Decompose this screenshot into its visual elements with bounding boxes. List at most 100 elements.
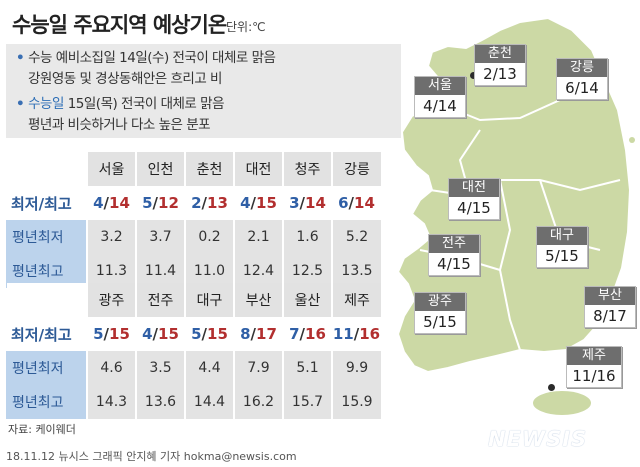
map-label-temp: 2/13 bbox=[483, 65, 517, 83]
avg-min-cell: 9.9 bbox=[331, 351, 381, 385]
city-name: 광주 bbox=[86, 283, 136, 317]
avg-min-cell: 5.1 bbox=[282, 351, 332, 385]
row-label-avg-max: 평년최고 bbox=[6, 385, 87, 419]
header-blank bbox=[7, 283, 87, 317]
bullet-icon: • bbox=[16, 50, 25, 66]
note-2-text: 15일(목) 전국이 대체로 맑음 bbox=[63, 96, 225, 112]
city-name: 대구 bbox=[184, 283, 234, 317]
map-label-gwangju: 광주 5/15 bbox=[414, 292, 466, 334]
avg-max-cell: 12.4 bbox=[233, 254, 283, 288]
newsis-logo: NEWSIS bbox=[488, 427, 588, 451]
map-label-temp: 4/15 bbox=[437, 255, 471, 273]
avg-max-cell: 11.3 bbox=[86, 254, 136, 288]
minmax-cell: 6/14 bbox=[338, 194, 375, 212]
map-label-name: 서울 bbox=[415, 77, 465, 95]
minmax-row: 최저/최고 4/14 5/12 2/13 4/15 3/14 6/14 bbox=[7, 186, 381, 220]
row-label-minmax: 최저/최고 bbox=[11, 325, 72, 344]
credit-line: 18.11.12 뉴시스 그래픽 안지혜 기자 hokma@newsis.com bbox=[6, 450, 297, 463]
map-label-name: 전주 bbox=[429, 235, 479, 253]
city-header-row: 광주 전주 대구 부산 울산 제주 bbox=[7, 283, 381, 317]
avg-min-cell: 4.4 bbox=[184, 351, 234, 385]
row-label-avg-min: 평년최저 bbox=[6, 351, 87, 385]
map-label-temp: 8/17 bbox=[593, 307, 627, 325]
avg-max-cell: 15.9 bbox=[331, 385, 381, 419]
city-name: 인천 bbox=[135, 152, 185, 186]
avg-min-cell: 3.5 bbox=[135, 351, 185, 385]
avg-max-cell: 13.6 bbox=[135, 385, 185, 419]
map-label-name: 제주 bbox=[567, 347, 621, 365]
temp-table-2: 광주 전주 대구 부산 울산 제주 최저/최고 5/15 4/15 5/15 8… bbox=[6, 283, 381, 419]
city-name: 부산 bbox=[233, 283, 283, 317]
map-label-daejeon: 대전 4/15 bbox=[448, 178, 500, 220]
minmax-cell: 4/15 bbox=[240, 194, 277, 212]
map-label-jeonju: 전주 4/15 bbox=[428, 234, 480, 276]
avg-min-cell: 2.1 bbox=[233, 220, 283, 254]
minmax-cell: 11/16 bbox=[332, 325, 381, 343]
data-source: 자료: 케이웨더 bbox=[8, 423, 76, 436]
avg-max-row: 평년최고 11.3 11.4 11.0 12.4 12.5 13.5 bbox=[6, 254, 381, 288]
city-name: 청주 bbox=[282, 152, 332, 186]
note-1: • 수능 예비소집일 14일(수) 전국이 대체로 맑음 강원영동 및 경상동해안… bbox=[16, 48, 276, 90]
map-label-name: 춘천 bbox=[475, 45, 525, 63]
avg-max-cell: 16.2 bbox=[233, 385, 283, 419]
map-label-name: 광주 bbox=[415, 293, 465, 311]
note-2-line2: 평년과 비슷하거나 다소 높은 분포 bbox=[28, 117, 211, 133]
unit-label: 단위:℃ bbox=[226, 20, 266, 34]
city-name: 전주 bbox=[135, 283, 185, 317]
avg-min-cell: 0.2 bbox=[184, 220, 234, 254]
jeju-island bbox=[531, 389, 593, 417]
row-label-avg-min: 평년최저 bbox=[6, 220, 87, 254]
minmax-cell: 4/15 bbox=[142, 325, 179, 343]
map-label-gangneung: 강릉 6/14 bbox=[556, 58, 608, 100]
note-2-label: 수능일 bbox=[28, 96, 64, 112]
avg-min-cell: 7.9 bbox=[233, 351, 283, 385]
map-label-temp: 5/15 bbox=[423, 313, 457, 331]
city-name: 춘천 bbox=[184, 152, 234, 186]
avg-min-cell: 5.2 bbox=[331, 220, 381, 254]
avg-max-cell: 11.0 bbox=[184, 254, 234, 288]
bullet-icon: • bbox=[16, 96, 25, 112]
minmax-cell: 3/14 bbox=[289, 194, 326, 212]
note-1-label: 수능 예비소집일 bbox=[28, 50, 116, 66]
city-header-row: 서울 인천 춘천 대전 청주 강릉 bbox=[7, 152, 381, 186]
temp-table-1: 서울 인천 춘천 대전 청주 강릉 최저/최고 4/14 5/12 2/13 4… bbox=[6, 152, 381, 288]
city-name: 울산 bbox=[282, 283, 332, 317]
map-label-temp: 5/15 bbox=[545, 247, 579, 265]
map-label-seoul: 서울 4/14 bbox=[414, 76, 466, 118]
avg-min-cell: 1.6 bbox=[282, 220, 332, 254]
avg-max-cell: 11.4 bbox=[135, 254, 185, 288]
note-1-text: 14일(수) 전국이 대체로 맑음 bbox=[115, 50, 276, 66]
minmax-cell: 4/14 bbox=[93, 194, 130, 212]
minmax-cell: 5/12 bbox=[142, 194, 179, 212]
avg-max-row: 평년최고 14.3 13.6 14.4 16.2 15.7 15.9 bbox=[6, 385, 381, 419]
minmax-cell: 7/16 bbox=[289, 325, 326, 343]
note-1-line2: 강원영동 및 경상동해안은 흐리고 비 bbox=[28, 71, 222, 87]
avg-min-cell: 3.7 bbox=[135, 220, 185, 254]
map-label-busan: 부산 8/17 bbox=[584, 286, 636, 328]
minmax-row: 최저/최고 5/15 4/15 5/15 8/17 7/16 11/16 bbox=[7, 317, 381, 351]
row-label-minmax: 최저/최고 bbox=[11, 194, 72, 213]
avg-min-cell: 3.2 bbox=[86, 220, 136, 254]
map-label-name: 강릉 bbox=[557, 59, 607, 77]
avg-max-cell: 12.5 bbox=[282, 254, 332, 288]
map-label-name: 부산 bbox=[585, 287, 635, 305]
map-label-name: 대구 bbox=[537, 227, 587, 245]
avg-min-row: 평년최저 4.6 3.5 4.4 7.9 5.1 9.9 bbox=[6, 351, 381, 385]
map-label-temp: 4/14 bbox=[423, 97, 457, 115]
minmax-cell: 8/17 bbox=[240, 325, 277, 343]
avg-max-cell: 14.4 bbox=[184, 385, 234, 419]
avg-max-cell: 13.5 bbox=[331, 254, 381, 288]
city-name: 대전 bbox=[233, 152, 283, 186]
map-label-daegu: 대구 5/15 bbox=[536, 226, 588, 268]
header-blank bbox=[7, 152, 87, 186]
avg-max-cell: 14.3 bbox=[86, 385, 136, 419]
city-dot bbox=[470, 72, 477, 79]
avg-min-cell: 4.6 bbox=[86, 351, 136, 385]
minmax-cell: 2/13 bbox=[191, 194, 228, 212]
avg-min-row: 평년최저 3.2 3.7 0.2 2.1 1.6 5.2 bbox=[6, 220, 381, 254]
city-name: 제주 bbox=[331, 283, 381, 317]
map-label-name: 대전 bbox=[449, 179, 499, 197]
note-2: • 수능일 15일(목) 전국이 대체로 맑음 평년과 비슷하거나 다소 높은 분… bbox=[16, 94, 224, 136]
row-label-avg-max: 평년최고 bbox=[6, 254, 87, 288]
